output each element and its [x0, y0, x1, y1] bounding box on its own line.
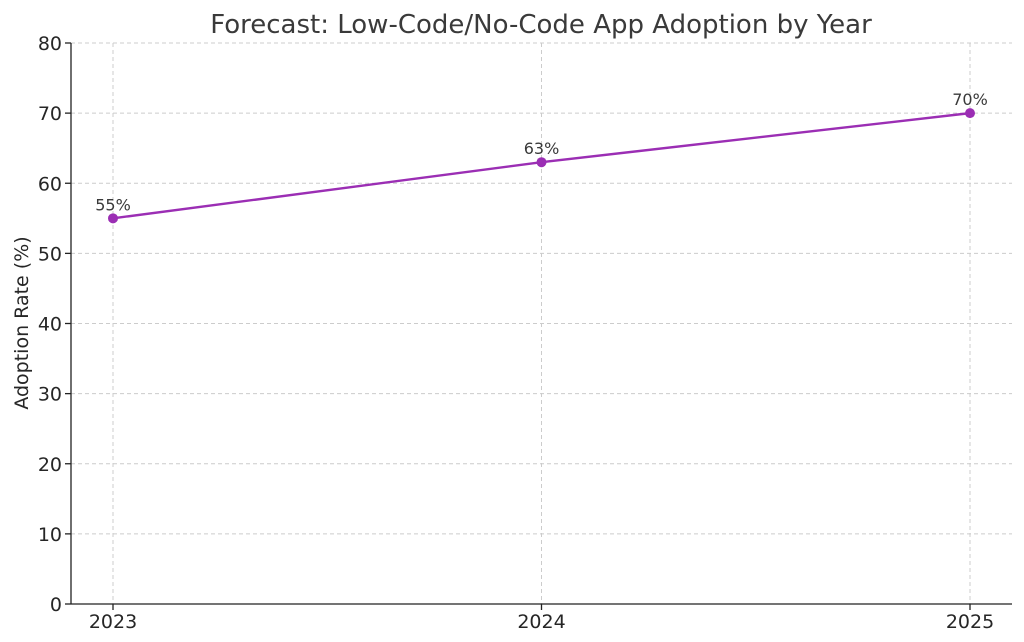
x-tick-label: 2023 — [89, 611, 137, 633]
series — [108, 108, 975, 224]
y-axis-label: Adoption Rate (%) — [11, 236, 33, 409]
y-tick-label: 0 — [50, 594, 62, 616]
y-tick-label: 80 — [38, 33, 62, 55]
y-tick-label: 60 — [38, 173, 62, 195]
x-tick-label: 2025 — [946, 611, 994, 633]
data-point — [536, 157, 547, 168]
y-tick-label: 30 — [38, 384, 62, 406]
grid — [71, 42, 1012, 605]
data-point — [108, 213, 118, 224]
y-tick-label: 20 — [38, 454, 62, 476]
chart-title: Forecast: Low-Code/No-Code App Adoption … — [210, 10, 872, 40]
y-tick-label: 10 — [38, 524, 62, 546]
data-labels: 55% 63% 70% — [95, 90, 988, 214]
y-tick-label: 70 — [38, 103, 62, 125]
data-label: 55% — [95, 195, 131, 214]
x-tick-label: 2024 — [517, 611, 565, 633]
data-point — [965, 108, 975, 119]
data-label: 70% — [952, 90, 988, 109]
data-label: 63% — [524, 139, 560, 158]
y-tick-label: 50 — [38, 243, 62, 265]
y-tick-label: 40 — [38, 314, 62, 336]
ticks: 0 10 20 30 40 50 60 70 80 2023 2024 2025 — [38, 33, 994, 633]
